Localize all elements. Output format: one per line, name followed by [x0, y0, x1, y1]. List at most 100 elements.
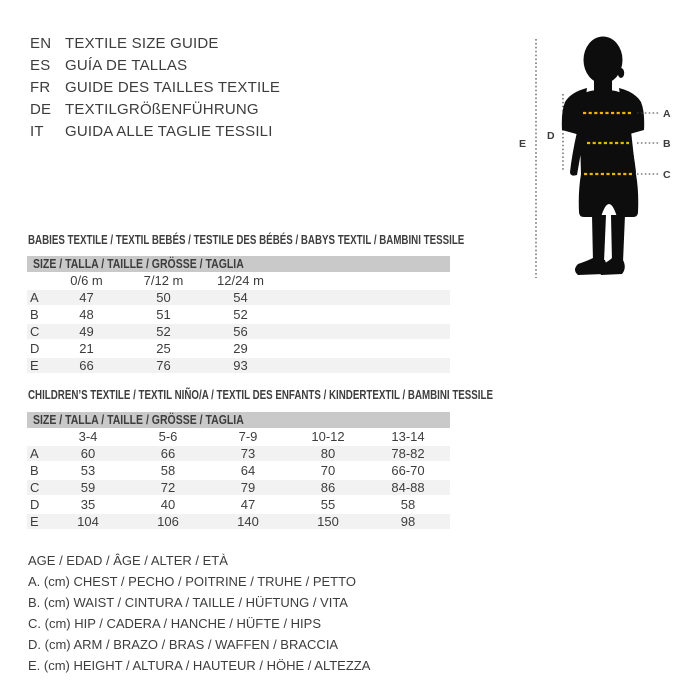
figure-label-a: A: [663, 108, 671, 120]
children-size-table: 3-4 5-6 7-9 10-12 13-14 A 60 66 73 80 78…: [27, 429, 450, 531]
column-header: 0/6 m: [70, 273, 103, 288]
cell-value: 59: [80, 480, 96, 495]
legend-hip: C. (cm) HIP / CADERA / HANCHE / HÜFTE / …: [28, 616, 322, 631]
cell-value: 76: [156, 358, 171, 373]
cell-value: 66: [160, 446, 176, 461]
babies-section-title-text: BABIES TEXTILE / TEXTIL BEBÉS / TESTILE …: [28, 233, 465, 247]
cell-value: 54: [233, 290, 248, 305]
language-title: TEXTILE SIZE GUIDE: [65, 35, 219, 52]
hip-line-C: C: [584, 169, 671, 181]
arm-line-D: D: [547, 94, 564, 170]
children-section-title-text: CHILDREN’S TEXTILE / TEXTIL NIÑO/A / TEX…: [28, 388, 493, 402]
row-label: A: [30, 290, 39, 305]
babies-section-title: BABIES TEXTILE / TEXTIL BEBÉS / TESTILE …: [28, 233, 587, 247]
column-header: 3-4: [78, 429, 98, 444]
babies-size-header-text: SIZE / TALLA / TAILLE / GRÖSSE / TAGLIA: [33, 257, 244, 271]
corner-cell: [27, 273, 48, 288]
figure-label-d: D: [547, 130, 555, 142]
legend-age: AGE / EDAD / ÂGE / ALTER / ETÀ: [28, 553, 228, 568]
cell-value: 58: [160, 463, 176, 478]
figure-label-e: E: [519, 138, 526, 150]
language-title: GUIDA ALLE TAGLIE TESSILI: [65, 123, 273, 140]
column-header: 5-6: [158, 429, 178, 444]
table-row: E 104 106 140 150 98: [27, 514, 450, 529]
column-header: 10-12: [311, 429, 345, 444]
cell-value: 49: [79, 324, 94, 339]
cell-value: 51: [156, 307, 171, 322]
cell-value: 78-82: [391, 446, 425, 461]
language-row-it: IT GUIDA ALLE TAGLIE TESSILI: [30, 121, 280, 143]
children-section-title: CHILDREN’S TEXTILE / TEXTIL NIÑO/A / TEX…: [28, 388, 624, 402]
children-size-header-bar: SIZE / TALLA / TAILLE / GRÖSSE / TAGLIA: [27, 412, 450, 428]
cell-value: 58: [400, 497, 416, 512]
column-header: 7/12 m: [143, 273, 184, 288]
cell-value: 56: [233, 324, 248, 339]
cell-value: 52: [233, 307, 248, 322]
cell-value: 21: [79, 341, 94, 356]
cell-value: 53: [80, 463, 96, 478]
table-row: E 66 76 93: [27, 358, 450, 373]
language-row-en: EN TEXTILE SIZE GUIDE: [30, 33, 280, 55]
row-label: E: [30, 514, 39, 529]
babies-size-header-bar: SIZE / TALLA / TAILLE / GRÖSSE / TAGLIA: [27, 256, 450, 272]
cell-value: 25: [156, 341, 171, 356]
language-title: GUIDE DES TAILLES TEXTILE: [65, 79, 281, 96]
babies-table-header-row: 0/6 m 7/12 m 12/24 m: [27, 273, 450, 288]
column-header: 7-9: [238, 429, 258, 444]
cell-value: 73: [240, 446, 256, 461]
cell-value: 66-70: [391, 463, 425, 478]
table-row: B 53 58 64 70 66-70: [27, 463, 450, 478]
cell-value: 79: [240, 480, 256, 495]
cell-value: 55: [320, 497, 336, 512]
children-size-header-text: SIZE / TALLA / TAILLE / GRÖSSE / TAGLIA: [33, 413, 244, 427]
language-title: GUÍA DE TALLAS: [65, 57, 188, 74]
language-title: TEXTILGRÖßENFÜHRUNG: [65, 101, 259, 118]
children-table-header-row: 3-4 5-6 7-9 10-12 13-14: [27, 429, 450, 444]
legend-waist: B. (cm) WAIST / CINTURA / TAILLE / HÜFTU…: [28, 595, 348, 610]
language-code: IT: [30, 123, 44, 140]
language-row-fr: FR GUIDE DES TAILLES TEXTILE: [30, 77, 280, 99]
cell-value: 47: [79, 290, 94, 305]
legend-arm: D. (cm) ARM / BRAZO / BRAS / WAFFEN / BR…: [28, 637, 339, 652]
cell-value: 60: [80, 446, 96, 461]
row-label: C: [30, 324, 40, 339]
language-code: ES: [30, 57, 51, 74]
row-label: B: [30, 307, 39, 322]
height-line-E: E: [519, 39, 537, 278]
row-label: D: [30, 341, 40, 356]
row-label: C: [30, 480, 40, 495]
table-row: C 49 52 56: [27, 324, 450, 339]
language-code: EN: [30, 35, 52, 52]
cell-value: 72: [160, 480, 176, 495]
cell-value: 66: [79, 358, 94, 373]
table-row: A 60 66 73 80 78-82: [27, 446, 450, 461]
figure-label-c: C: [663, 169, 671, 181]
cell-value: 35: [80, 497, 96, 512]
table-row: D 35 40 47 55 58: [27, 497, 450, 512]
language-row-es: ES GUÍA DE TALLAS: [30, 55, 280, 77]
cell-value: 40: [160, 497, 176, 512]
language-code: DE: [30, 101, 52, 118]
table-row: D 21 25 29: [27, 341, 450, 356]
cell-value: 47: [240, 497, 256, 512]
cell-value: 93: [233, 358, 248, 373]
cell-value: 64: [240, 463, 256, 478]
corner-cell: [27, 429, 48, 444]
table-row: A 47 50 54: [27, 290, 450, 305]
cell-value: 84-88: [391, 480, 425, 495]
language-title-list: EN TEXTILE SIZE GUIDE ES GUÍA DE TALLAS …: [30, 33, 280, 143]
cell-value: 52: [156, 324, 171, 339]
row-label: B: [30, 463, 39, 478]
cell-value: 104: [77, 514, 99, 529]
table-row: C 59 72 79 86 84-88: [27, 480, 450, 495]
cell-value: 50: [156, 290, 171, 305]
language-row-de: DE TEXTILGRÖßENFÜHRUNG: [30, 99, 280, 121]
cell-value: 106: [157, 514, 179, 529]
cell-value: 150: [317, 514, 339, 529]
measurement-legend: AGE / EDAD / ÂGE / ALTER / ETÀ A. (cm) C…: [28, 550, 370, 676]
child-measurement-figure: E D A: [519, 36, 671, 278]
cell-value: 86: [320, 480, 336, 495]
row-label: A: [30, 446, 39, 461]
cell-value: 98: [400, 514, 416, 529]
